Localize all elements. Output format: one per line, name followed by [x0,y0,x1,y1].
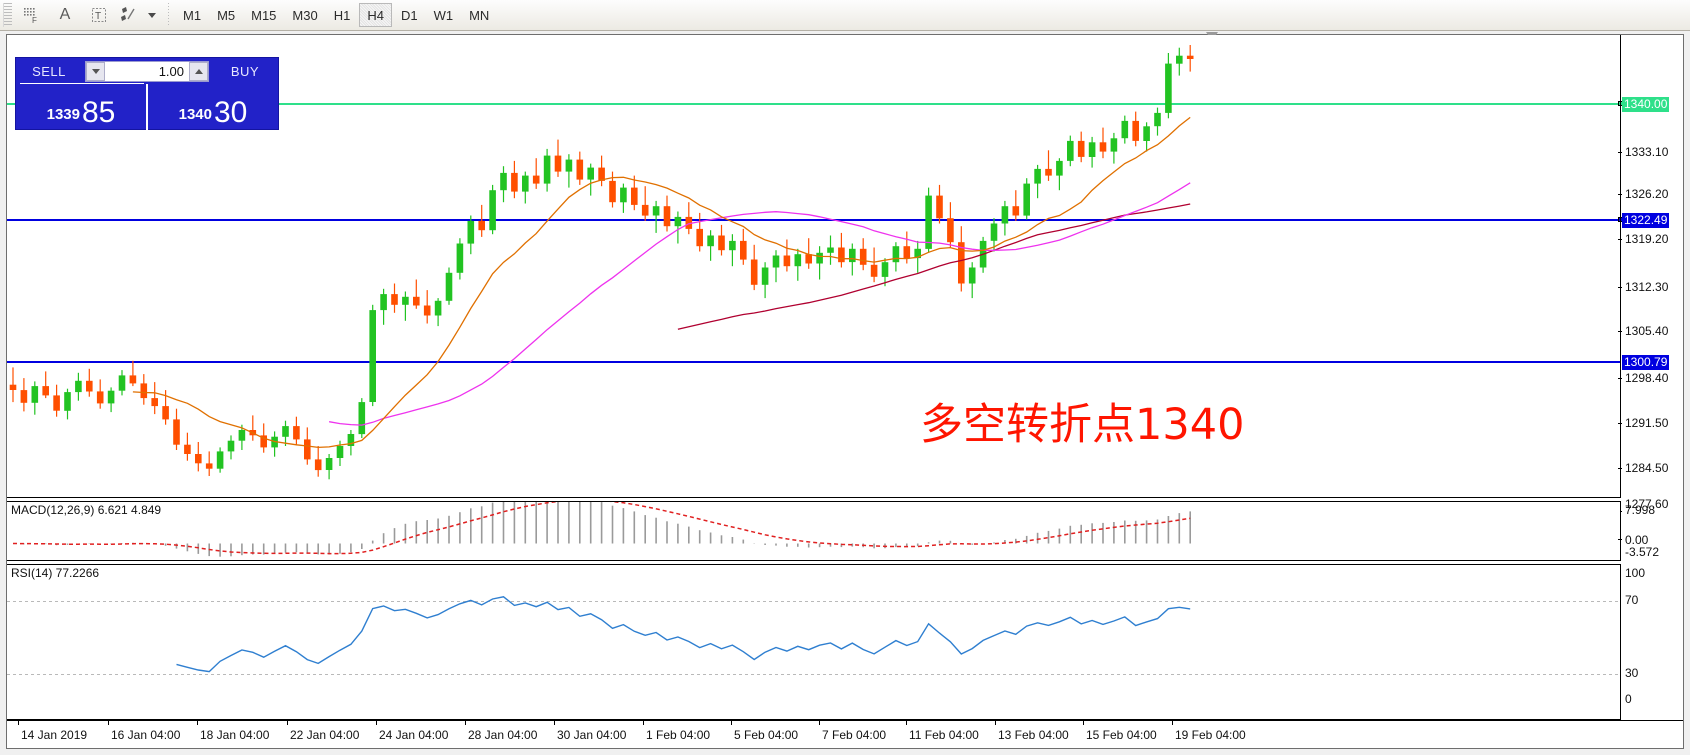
macd-scale-axis: 7.998 0.00 -3.572 [1618,501,1683,561]
time-tick [554,721,555,725]
volume-input[interactable]: 1.00 [158,63,184,79]
price-label-1326: 1326.20 [1625,187,1669,201]
volume-increase-button[interactable] [189,61,208,81]
buy-price-main: 1340 [178,106,212,123]
sell-price-main: 1339 [46,106,80,123]
time-label-1: 16 Jan 04:00 [111,728,181,742]
time-label-5: 28 Jan 04:00 [468,728,538,742]
toolbar-grip[interactable] [3,3,12,27]
sell-divider [20,83,144,84]
level-line-1322[interactable] [7,219,1620,221]
price-label-1291: 1291.50 [1625,416,1669,430]
time-label-2: 18 Jan 04:00 [200,728,270,742]
time-scale-axis[interactable]: 14 Jan 2019 16 Jan 04:00 18 Jan 04:00 22 Ja… [7,720,1683,748]
rsi-label-0: 0 [1625,692,1632,706]
price-label-1300: 1300.79 [1622,355,1670,370]
price-label-1340: 1340.00 [1622,97,1670,112]
rsi-scale-axis: 100 70 30 0 [1620,564,1683,720]
toolbar-separator [168,3,169,27]
macd-pane[interactable]: MACD(12,26,9) 6.621 4.849 [7,501,1620,561]
timeframe-m15[interactable]: M15 [251,7,277,23]
price-label-1319: 1319.20 [1625,232,1669,246]
price-label-1305: 1305.40 [1625,324,1669,338]
rsi-label-30: 30 [1625,666,1639,680]
chart-window[interactable]: XAUUSD-,H4 1339.76 1339.86 1339.64 1339.… [6,32,1684,749]
candlestick-series [9,45,1194,480]
objects-dropdown-icon[interactable] [144,2,160,28]
level-line-1300[interactable] [7,361,1620,363]
time-label-10: 11 Feb 04:00 [909,728,979,742]
buy-price-frac: 30 [214,96,248,129]
time-tick [287,721,288,725]
timeframe-m5[interactable]: M5 [217,7,236,23]
time-label-3: 22 Jan 04:00 [290,728,360,742]
chart-annotation-text: 多空转折点1340 [920,400,1245,450]
price-scale-axis[interactable]: 1340.00 1333.10 1326.20 1322.49 1319.20 … [1618,35,1683,512]
price-label-1277: 1277.60 [1625,497,1669,511]
time-tick [819,721,820,725]
time-tick [465,721,466,725]
time-tick [995,721,996,725]
timeframe-mn[interactable]: MN [469,7,490,23]
svg-text:F: F [32,16,37,24]
time-label-13: 19 Feb 04:00 [1175,728,1246,742]
time-tick [643,721,644,725]
volume-decrease-button[interactable] [86,61,105,81]
price-label-1312: 1312.30 [1625,280,1669,294]
text-a-icon[interactable]: A [59,6,71,23]
price-label-1284: 1284.50 [1625,461,1669,475]
timeframe-h1[interactable]: H1 [333,7,351,23]
timeframe-d1[interactable]: D1 [400,7,418,23]
time-label-7: 1 Feb 04:00 [646,728,711,742]
macd-label: MACD(12,26,9) 6.621 4.849 [11,503,162,517]
price-label-1322: 1322.49 [1622,213,1670,228]
macd-label-min: -3.572 [1625,545,1660,559]
time-tick [1172,721,1173,725]
time-label-12: 15 Feb 04:00 [1086,728,1157,742]
time-tick [906,721,907,725]
price-divider [146,84,148,130]
time-label-11: 13 Feb 04:00 [998,728,1069,742]
time-label-8: 5 Feb 04:00 [734,728,799,742]
buy-button[interactable]: BUY [230,63,260,79]
time-tick [18,721,19,725]
volume-stepper[interactable]: 1.00 [85,60,209,82]
text-box-icon[interactable]: T [84,2,114,28]
sell-price-frac: 85 [82,96,116,129]
timeframe-m30[interactable]: M30 [292,7,318,23]
level-line-1340[interactable] [7,103,1620,105]
time-label-0: 14 Jan 2019 [21,728,88,742]
time-tick [108,721,109,725]
rsi-label-70: 70 [1625,593,1639,607]
rsi-pane[interactable]: RSI(14) 77.2266 [7,564,1620,720]
timeframe-h4[interactable]: H4 [359,3,392,27]
buy-price[interactable]: 1340 30 [148,84,278,130]
rsi-label: RSI(14) 77.2266 [11,566,100,580]
time-label-6: 30 Jan 04:00 [557,728,627,742]
macd-series [12,502,1191,557]
time-label-4: 24 Jan 04:00 [379,728,449,742]
price-label-1298: 1298.40 [1625,371,1669,385]
svg-text:T: T [95,11,101,22]
timeframe-m1[interactable]: M1 [183,7,202,23]
crosshair-f-icon[interactable]: F [16,2,46,28]
one-click-trading-panel[interactable]: SELL 1.00 BUY 1339 85 1340 30 [15,57,279,130]
time-tick [376,721,377,725]
sell-button[interactable]: SELL [32,63,66,79]
time-tick [731,721,732,725]
price-label-1333: 1333.10 [1625,145,1669,159]
main-toolbar: F A T M1 M5 M15 M30 H1 H4 D1 W1 MN [0,0,1690,31]
sell-price[interactable]: 1339 85 [16,84,146,130]
time-tick [197,721,198,725]
rsi-series [176,596,1191,673]
time-label-9: 7 Feb 04:00 [822,728,887,742]
macd-label-max: 7.998 [1625,503,1656,517]
timeframe-w1[interactable]: W1 [433,7,454,23]
rsi-level-30-line [7,674,1620,675]
objects-icon[interactable] [118,2,140,28]
macd-label-zero: 0.00 [1625,533,1649,547]
rsi-level-70-line [7,601,1620,602]
time-tick [1083,721,1084,725]
rsi-label-100: 100 [1625,566,1646,580]
